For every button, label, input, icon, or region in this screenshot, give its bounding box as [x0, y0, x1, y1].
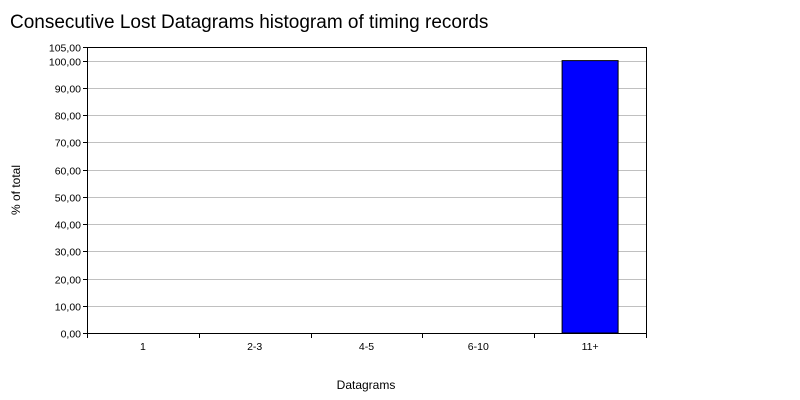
y-tick-label: 30,00 [55, 247, 81, 259]
y-tick-label: 105,00 [49, 43, 81, 55]
y-tick-label: 10,00 [55, 302, 81, 314]
chart-title: Consecutive Lost Datagrams histogram of … [10, 12, 489, 33]
y-tick-label: 50,00 [55, 193, 81, 205]
x-tick-label: 2-3 [247, 341, 262, 353]
y-tick-label: 80,00 [55, 111, 81, 123]
y-tick-label: 20,00 [55, 275, 81, 287]
x-axis-label: Datagrams [337, 378, 396, 392]
y-tick-label: 60,00 [55, 166, 81, 178]
y-tick-label: 90,00 [55, 84, 81, 96]
y-axis-label: % of total [9, 165, 23, 215]
x-tick-label: 6-10 [468, 341, 489, 353]
bar-11- [561, 60, 619, 334]
y-tick-label: 100,00 [49, 57, 81, 69]
y-tick-label: 40,00 [55, 220, 81, 232]
x-tick-label: 1 [140, 341, 146, 353]
x-tick-label: 11+ [582, 341, 599, 353]
x-tick-label: 4-5 [359, 341, 374, 353]
y-tick-label: 70,00 [55, 138, 81, 150]
y-tick-label: 0,00 [61, 329, 82, 341]
